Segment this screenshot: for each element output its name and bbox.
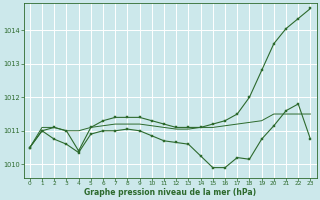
- X-axis label: Graphe pression niveau de la mer (hPa): Graphe pression niveau de la mer (hPa): [84, 188, 256, 197]
